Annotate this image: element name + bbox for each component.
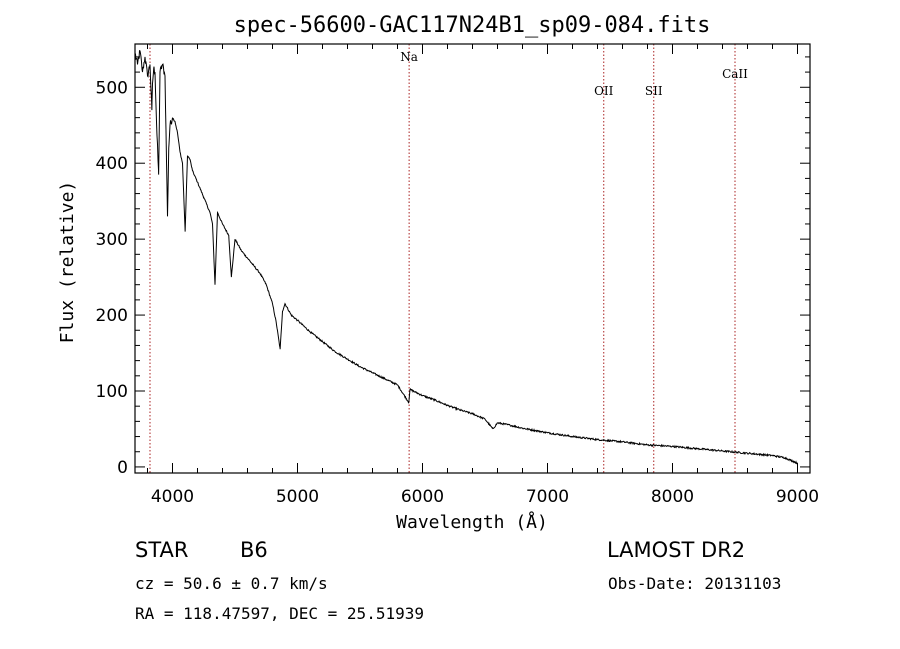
x-tick-label: 9000 — [776, 487, 819, 507]
spectrum-series — [134, 49, 798, 465]
y-tick-label: 100 — [96, 382, 128, 402]
sky-coordinates: RA = 118.47597, DEC = 25.51939 — [135, 604, 424, 623]
x-tick-label: 5000 — [276, 487, 319, 507]
y-tick-label: 500 — [96, 78, 128, 98]
line-marker-label: SII — [645, 84, 663, 98]
x-tick-label: 8000 — [651, 487, 694, 507]
line-marker-label: CaII — [722, 67, 748, 81]
y-axis-ticks: 0 100 200 300 400 500 — [96, 56, 810, 478]
x-tick-label: 4000 — [151, 487, 194, 507]
object-type: STAR — [135, 538, 189, 562]
y-axis-label: Flux (relative) — [57, 181, 78, 344]
plot-frame — [134, 43, 811, 474]
y-tick-label: 400 — [96, 154, 128, 174]
redshift-value: cz = 50.6 ± 0.7 km/s — [135, 574, 328, 593]
emission-line-markers: Na OII SII CaII — [149, 44, 748, 473]
x-axis-ticks: 4000 5000 6000 7000 8000 9000 — [147, 44, 819, 507]
spectrum-line-0 — [134, 49, 798, 465]
x-tick-label: 7000 — [526, 487, 569, 507]
x-axis-label: Wavelength (Å) — [396, 511, 548, 533]
survey-name: LAMOST DR2 — [607, 538, 746, 562]
observation-date: Obs-Date: 20131103 — [608, 574, 782, 593]
spectral-subclass: B6 — [240, 538, 268, 562]
y-tick-label: 200 — [96, 306, 128, 326]
y-tick-label: 0 — [117, 458, 128, 478]
y-tick-label: 300 — [96, 230, 128, 250]
line-marker-label: Na — [400, 50, 418, 64]
line-marker-label: OII — [594, 84, 614, 98]
chart-title: spec-56600-GAC117N24B1_sp09-084.fits — [234, 13, 711, 38]
x-tick-label: 6000 — [401, 487, 444, 507]
